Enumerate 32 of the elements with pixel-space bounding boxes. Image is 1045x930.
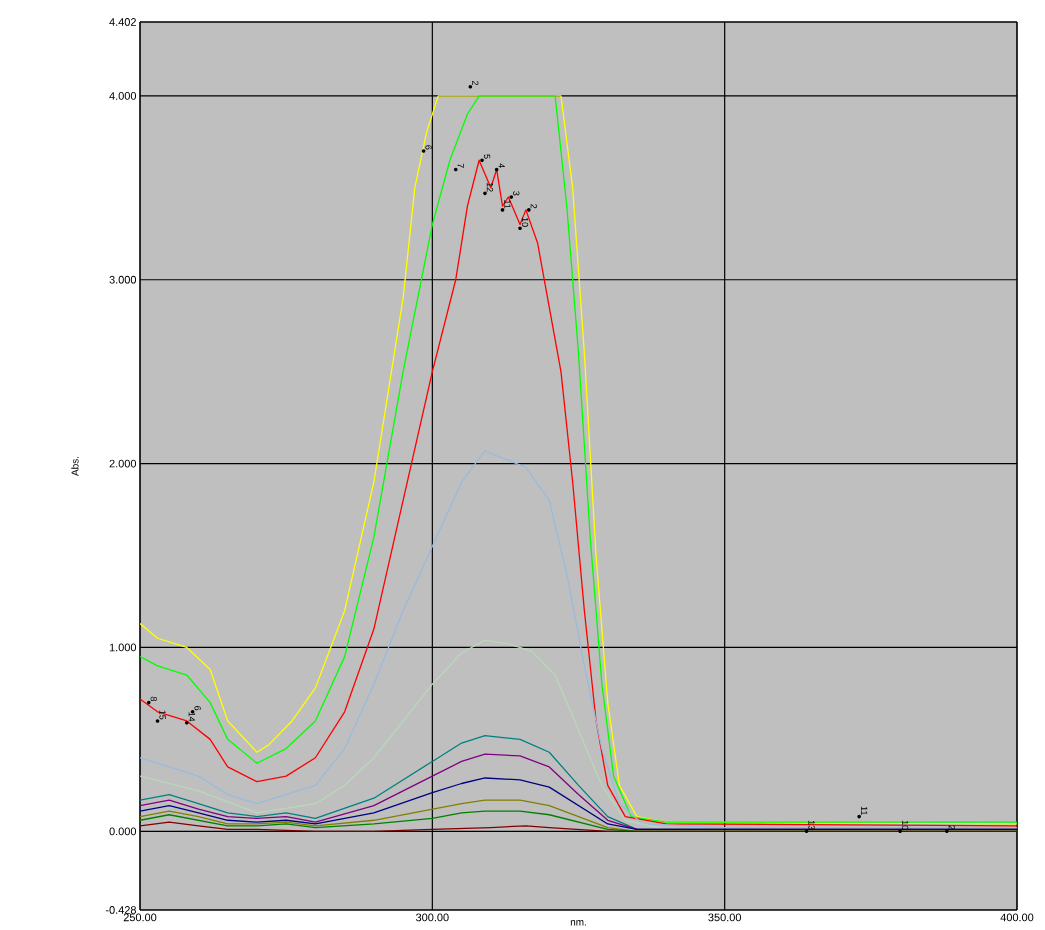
x-tick-label: 350.00 <box>708 913 741 922</box>
annotation: 12 <box>486 182 494 192</box>
annotation: 7 <box>457 163 464 168</box>
line-series <box>140 821 1018 832</box>
annotation: 2 <box>530 204 537 209</box>
annotation: 13 <box>808 820 815 830</box>
annotation: 15 <box>159 710 166 720</box>
annotation: 10 <box>521 217 529 227</box>
annotation: 2 <box>472 80 479 86</box>
x-tick-label: 400.00 <box>1000 913 1034 922</box>
annotation: 6 <box>425 145 432 150</box>
y-tick-label: 2.000 <box>109 459 137 468</box>
x-tick-label: 250.00 <box>123 913 157 922</box>
annotation: 11 <box>861 806 868 815</box>
y-tick-label: -0.428 <box>105 906 136 914</box>
y-tick-label: 1.000 <box>109 643 137 652</box>
y-tick-label: 0.000 <box>109 827 137 836</box>
y-tick-label: 4.402 <box>109 18 136 26</box>
x-tick-label: 300.00 <box>416 913 449 922</box>
annotation: 5 <box>483 154 491 159</box>
annotation: 14 <box>188 712 195 722</box>
annotation: 2 <box>948 825 955 830</box>
annotation: 8 <box>150 696 157 702</box>
y-axis-title: Abs. <box>71 456 79 476</box>
y-tick-label: 4.000 <box>109 92 137 100</box>
annotation: 10 <box>901 820 909 830</box>
annotation: 11 <box>504 200 511 209</box>
annotation: 3 <box>513 191 520 196</box>
annotation: 6 <box>194 706 201 711</box>
x-axis-title: nm. <box>570 920 586 926</box>
y-tick-label: 3.000 <box>109 275 137 284</box>
annotation: 4 <box>498 163 505 168</box>
